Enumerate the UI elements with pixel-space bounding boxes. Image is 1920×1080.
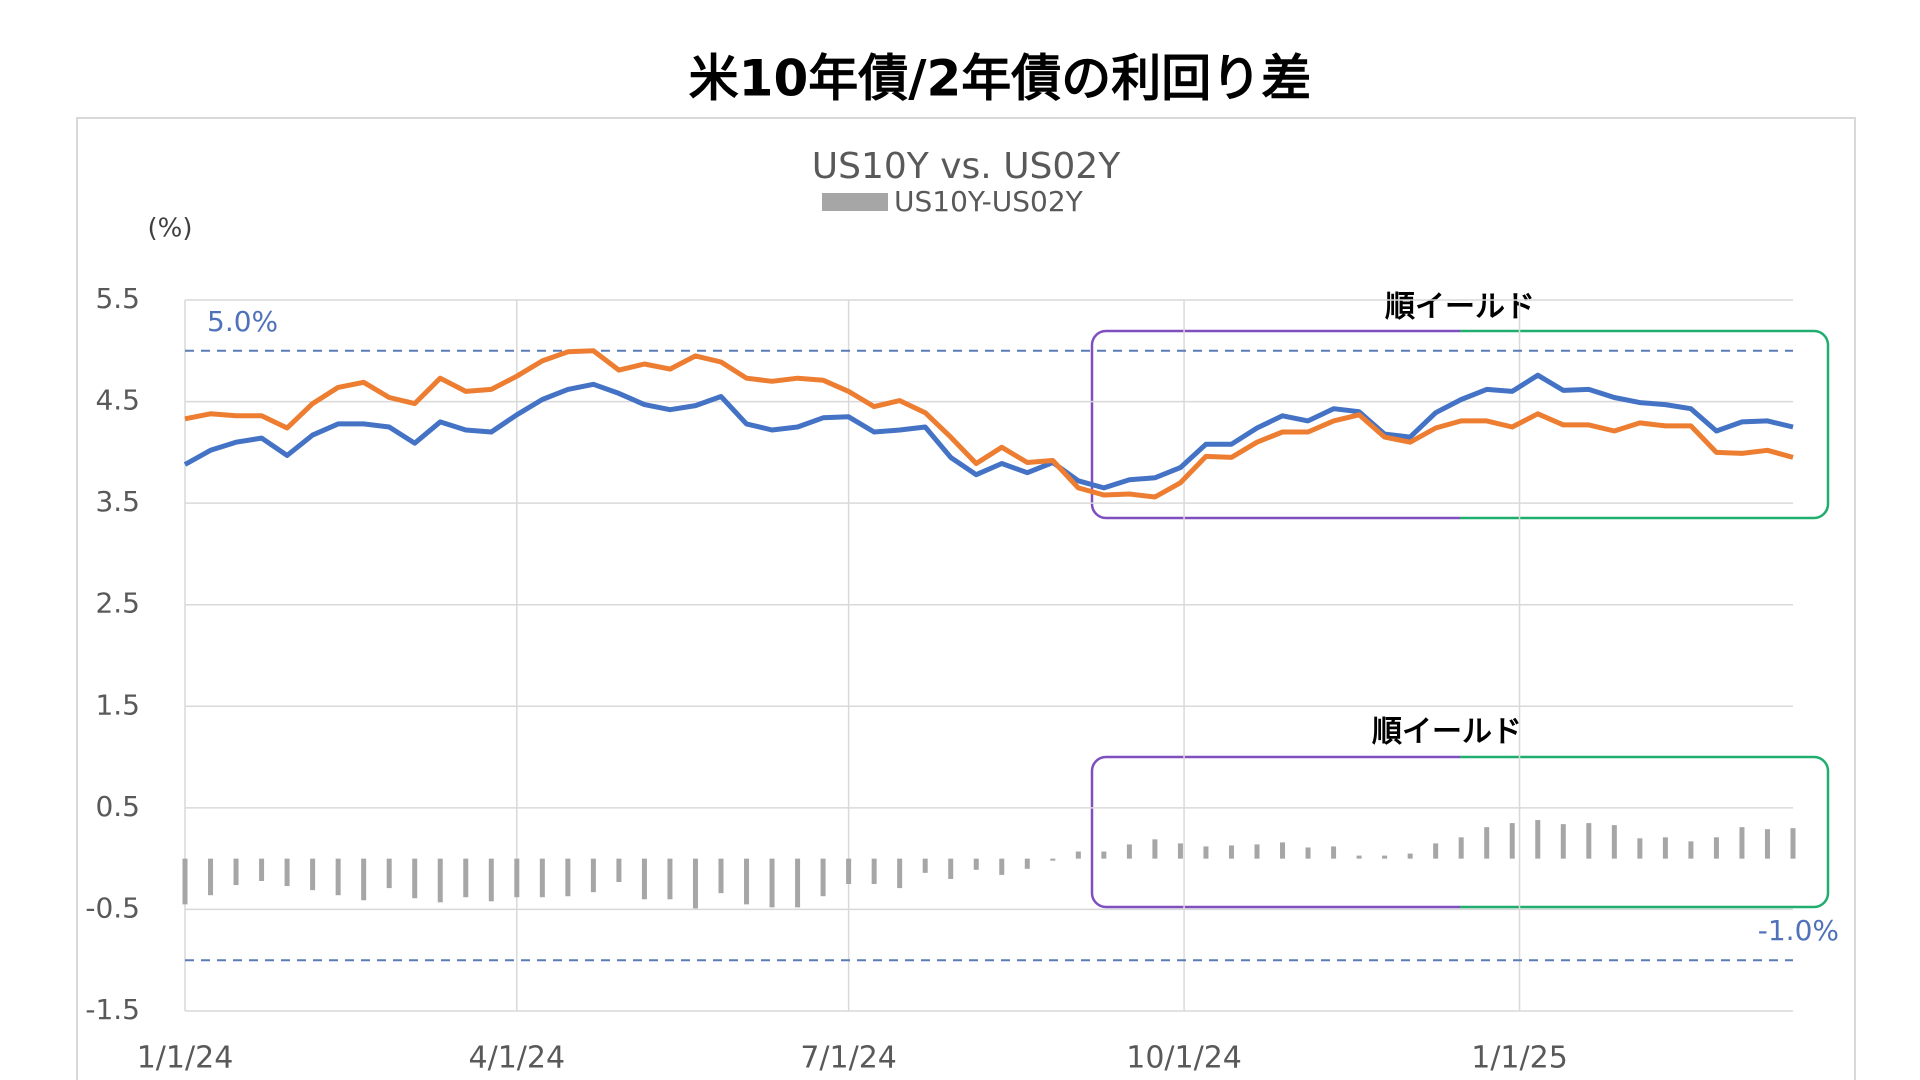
bar bbox=[259, 858, 265, 881]
bar bbox=[1024, 858, 1030, 869]
bar bbox=[514, 858, 520, 898]
bar bbox=[1254, 844, 1260, 859]
x-tick-label: 1/1/25 bbox=[1471, 1041, 1568, 1076]
highlight-box bbox=[1090, 329, 1830, 520]
bar bbox=[1458, 837, 1464, 859]
bar bbox=[386, 858, 392, 889]
bar bbox=[1280, 842, 1286, 859]
y-tick-label: 2.5 bbox=[95, 587, 140, 620]
bar bbox=[1713, 837, 1719, 859]
y-tick-label: 4.5 bbox=[95, 384, 140, 417]
x-tick-label: 10/1/24 bbox=[1126, 1041, 1242, 1076]
line bbox=[184, 348, 1794, 500]
x-tick-label: 1/1/24 bbox=[137, 1041, 234, 1076]
bar bbox=[1433, 843, 1439, 859]
bar bbox=[973, 858, 979, 870]
bar bbox=[565, 858, 571, 897]
bar bbox=[335, 858, 341, 896]
bar bbox=[795, 858, 801, 908]
reference-label: -1.0% bbox=[1758, 914, 1839, 947]
bar bbox=[1331, 846, 1337, 859]
bar bbox=[437, 858, 443, 903]
bar bbox=[1177, 843, 1183, 859]
x-tick-label: 4/1/24 bbox=[469, 1041, 566, 1076]
y-tick-label: 5.5 bbox=[95, 282, 140, 315]
reference-label: 5.0% bbox=[207, 305, 278, 338]
bar bbox=[769, 858, 775, 908]
bar bbox=[539, 858, 545, 898]
bar bbox=[1560, 824, 1566, 859]
bar bbox=[1203, 846, 1209, 859]
bar bbox=[463, 858, 469, 898]
bar bbox=[1509, 823, 1515, 859]
bar bbox=[846, 858, 852, 885]
legend-label: US10Y-US02Y bbox=[894, 185, 1084, 218]
bar bbox=[897, 858, 903, 889]
bar bbox=[1688, 841, 1694, 859]
bar bbox=[1407, 853, 1413, 859]
bar bbox=[1764, 829, 1770, 859]
bar bbox=[1152, 839, 1158, 859]
bar bbox=[284, 858, 290, 887]
highlight-box bbox=[1090, 755, 1830, 909]
bar bbox=[1484, 827, 1490, 859]
bar bbox=[1611, 825, 1617, 859]
bar bbox=[718, 858, 724, 894]
bar bbox=[744, 858, 750, 905]
bar bbox=[208, 858, 214, 896]
bar bbox=[1050, 858, 1056, 861]
y-tick-label: -1.5 bbox=[85, 993, 140, 1026]
bar bbox=[412, 858, 418, 899]
bar bbox=[1356, 855, 1362, 859]
bar bbox=[1101, 851, 1107, 859]
bar bbox=[999, 858, 1005, 875]
page-title: 米10年債/2年債の利回り差 bbox=[689, 50, 1312, 108]
bar bbox=[233, 858, 239, 886]
y-tick-label: 1.5 bbox=[95, 688, 140, 721]
bar bbox=[1075, 851, 1081, 859]
bar bbox=[922, 858, 928, 873]
bar bbox=[1739, 827, 1745, 859]
legend-swatch bbox=[822, 193, 888, 211]
bar bbox=[616, 858, 622, 883]
bar bbox=[1790, 828, 1796, 859]
y-tick-label: -0.5 bbox=[85, 891, 140, 924]
bar bbox=[1535, 820, 1541, 859]
bar bbox=[1662, 837, 1668, 859]
line bbox=[183, 372, 1794, 491]
bar bbox=[692, 858, 698, 909]
bar bbox=[820, 858, 826, 897]
bar bbox=[1586, 823, 1592, 859]
y-tick-label: 0.5 bbox=[95, 790, 140, 823]
bar bbox=[310, 858, 316, 891]
bar bbox=[590, 858, 596, 893]
bar bbox=[1228, 845, 1234, 859]
bar bbox=[1637, 838, 1643, 859]
bar bbox=[667, 858, 673, 900]
x-tick-label: 7/1/24 bbox=[800, 1041, 897, 1076]
y-tick-label: 3.5 bbox=[95, 485, 140, 518]
bar bbox=[1382, 855, 1388, 859]
bar bbox=[641, 858, 647, 900]
annotation: 順イールド bbox=[1372, 715, 1522, 750]
bar bbox=[948, 858, 954, 879]
bar bbox=[1305, 847, 1311, 859]
bar bbox=[871, 858, 877, 885]
bar bbox=[488, 858, 494, 902]
unit-label: (%) bbox=[148, 214, 193, 244]
chart-frame bbox=[76, 117, 1856, 1080]
bar bbox=[361, 858, 367, 901]
bar bbox=[1126, 844, 1132, 859]
annotation: 順イールド bbox=[1385, 290, 1535, 325]
bar bbox=[182, 858, 188, 905]
chart-title: US10Y vs. US02Y bbox=[812, 146, 1121, 187]
